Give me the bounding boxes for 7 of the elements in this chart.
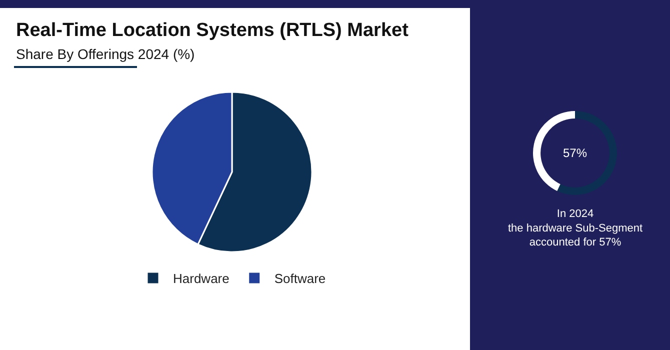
text: In 2024 the hardware Sub-Segment accounted for 57%: [508, 208, 643, 249]
chart-title: Real-Time Location Systems (RTLS) Market: [16, 20, 410, 41]
legend-label: Software: [274, 271, 326, 286]
text: 57%: [563, 146, 588, 160]
legend-label: Hardware: [173, 271, 230, 286]
chart-subtitle: Share By Offerings 2024 (%): [16, 46, 195, 62]
donut-slice: [557, 111, 617, 195]
